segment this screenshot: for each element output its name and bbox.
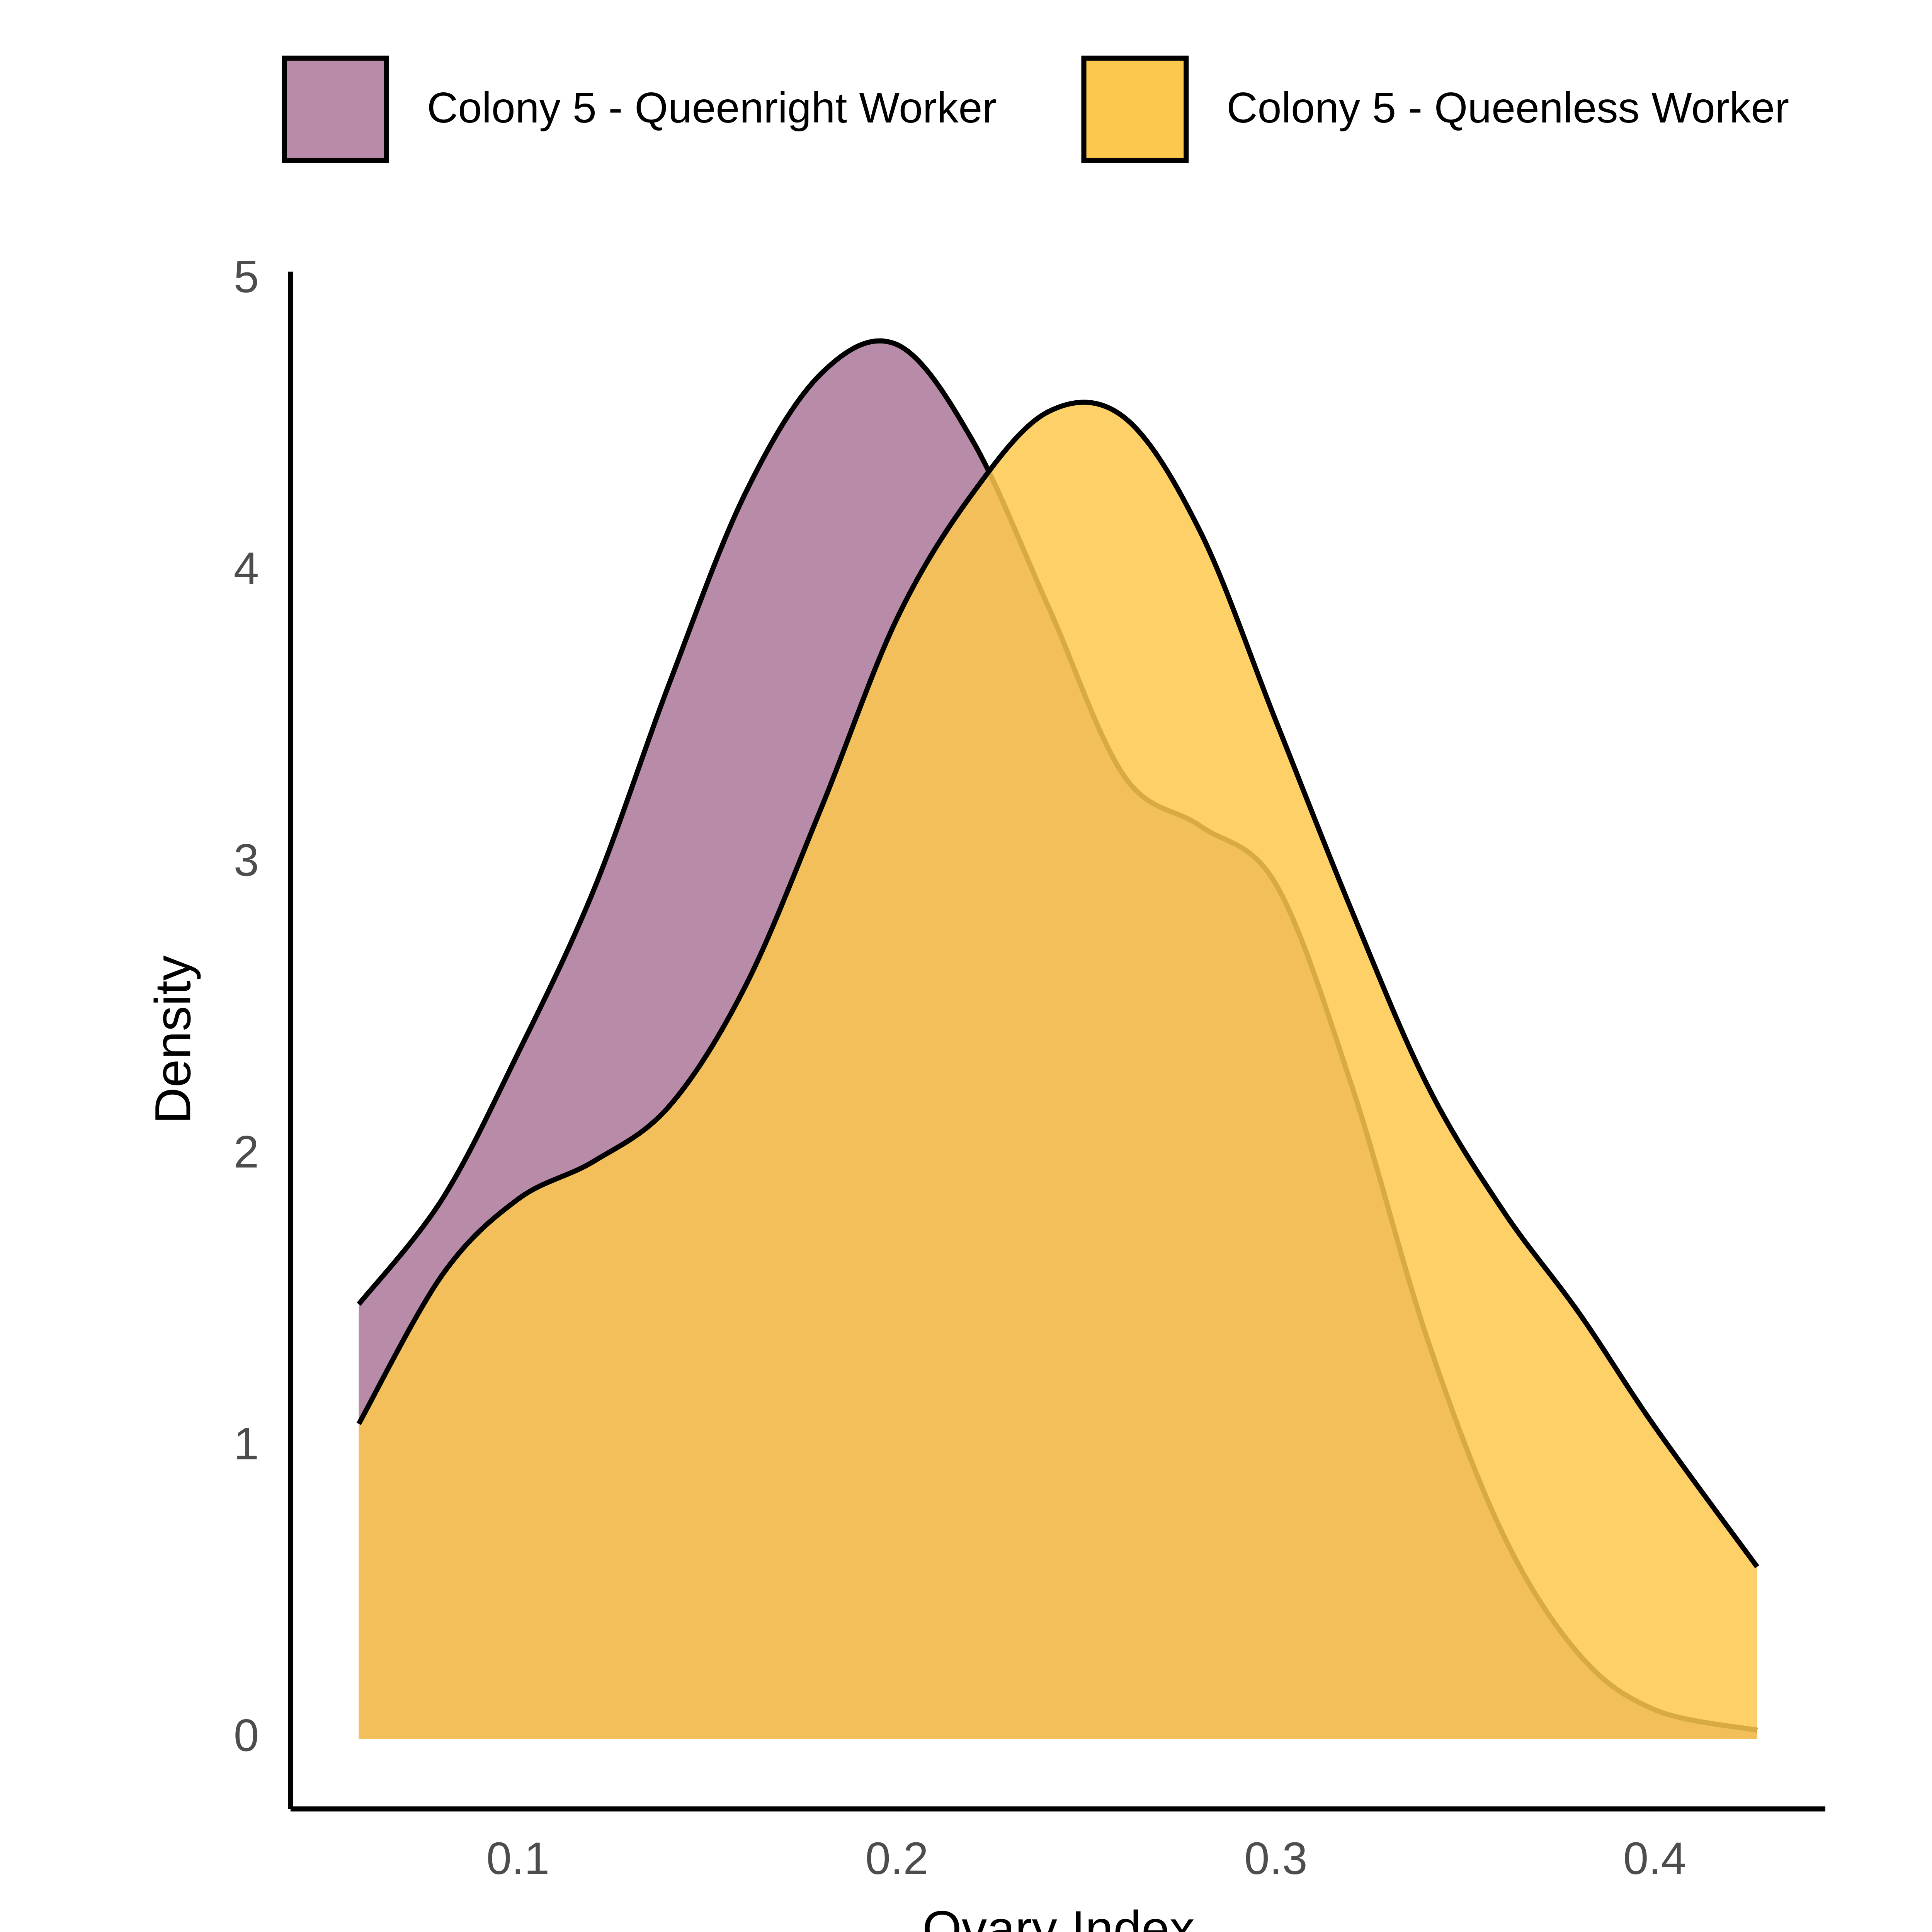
legend-label: Colony 5 - Queenright Worker bbox=[427, 83, 997, 132]
legend-swatch bbox=[1081, 55, 1189, 163]
x-tick-label: 0.1 bbox=[486, 1833, 550, 1884]
x-tick-label: 0.3 bbox=[1244, 1833, 1308, 1884]
y-tick-label: 5 bbox=[234, 251, 259, 302]
legend-label: Colony 5 - Queenless Worker bbox=[1226, 83, 1789, 132]
x-tick-label: 0.4 bbox=[1623, 1833, 1687, 1884]
legend-swatch bbox=[282, 55, 389, 163]
density-area bbox=[359, 402, 1757, 1739]
y-tick-label: 4 bbox=[234, 543, 259, 594]
y-tick-label: 1 bbox=[234, 1418, 259, 1469]
y-tick-label: 0 bbox=[234, 1709, 259, 1760]
x-tick-label: 0.2 bbox=[865, 1833, 929, 1884]
y-axis-title: Density bbox=[145, 955, 201, 1124]
legend-item: Colony 5 - Queenless Worker bbox=[1081, 55, 1789, 163]
y-tick-label: 2 bbox=[234, 1126, 259, 1177]
density-line bbox=[356, 400, 1759, 1568]
y-tick-label: 3 bbox=[234, 835, 259, 886]
legend-item: Colony 5 - Queenright Worker bbox=[282, 55, 997, 163]
x-axis-title: Ovary Index bbox=[922, 1900, 1195, 1932]
